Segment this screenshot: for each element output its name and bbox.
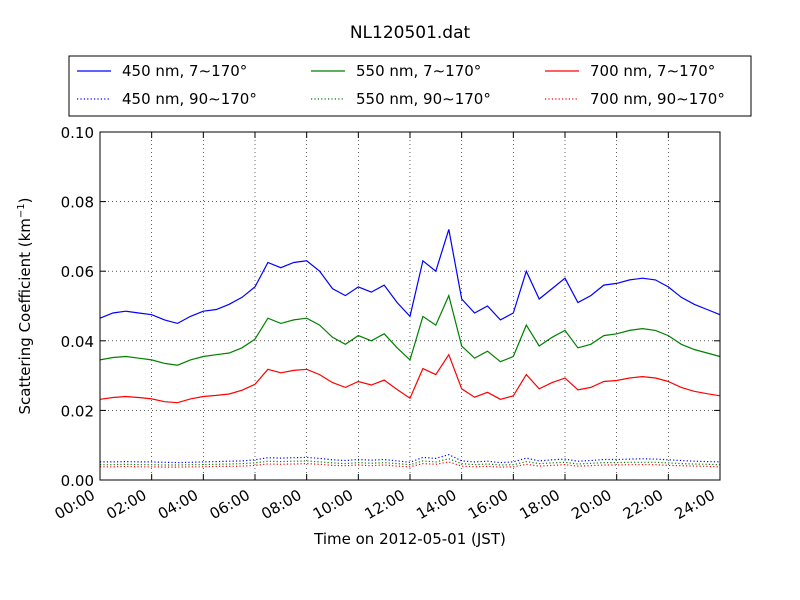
plot-area [99,131,721,481]
series-line-1 [99,229,721,325]
x-tick-label: 20:00 [568,486,614,523]
y-tick-label: 0.10 [61,124,94,142]
legend: 450 nm, 7∼170° 550 nm, 7∼170° 700 nm, 7∼17… [68,55,752,117]
legend-label: 700 nm, 90∼170° [590,90,725,108]
x-tick-label: 16:00 [465,486,511,523]
x-tick-label: 04:00 [155,486,201,523]
legend-label: 450 nm, 7∼170° [122,62,247,80]
series-line-6 [100,461,721,468]
legend-label: 550 nm, 7∼170° [356,62,481,80]
legend-frame [68,55,752,117]
x-axis-label: Time on 2012-05-01 (JST) [313,530,506,548]
chart-title: NL120501.dat [350,23,471,43]
y-tick-label: 0.02 [61,402,94,420]
x-tick-label: 00:00 [52,486,98,523]
x-tick-label: 02:00 [103,486,149,523]
y-axis-label-main: Scattering Coefficient (km [16,218,34,414]
series-line-3 [99,353,721,404]
y-axis-label-close: ) [16,197,34,203]
series-line-5 [100,458,721,466]
series-line-2 [99,293,721,366]
x-tick-label: 22:00 [620,486,666,523]
y-tick-label: 0.06 [61,263,94,281]
x-tick-label: 12:00 [362,486,408,523]
plot-background [100,132,720,480]
y-tick-label: 0.04 [61,333,94,351]
legend-label: 550 nm, 90∼170° [356,90,491,108]
x-tick-label: 10:00 [310,486,356,523]
legend-label: 450 nm, 90∼170° [122,90,257,108]
y-tick-label: 0.08 [61,194,94,212]
x-tick-label: 24:00 [672,486,718,523]
x-tick-label: 18:00 [517,486,563,523]
legend-label: 700 nm, 7∼170° [590,62,715,80]
y-tick-label: 0.00 [61,472,94,490]
x-tick-label: 06:00 [207,486,253,523]
x-tick-label: 14:00 [413,486,459,523]
x-tick-label: 08:00 [258,486,304,523]
y-axis-label: Scattering Coefficient (km−1) [16,197,34,414]
y-axis-label-sup: −1 [16,203,27,218]
